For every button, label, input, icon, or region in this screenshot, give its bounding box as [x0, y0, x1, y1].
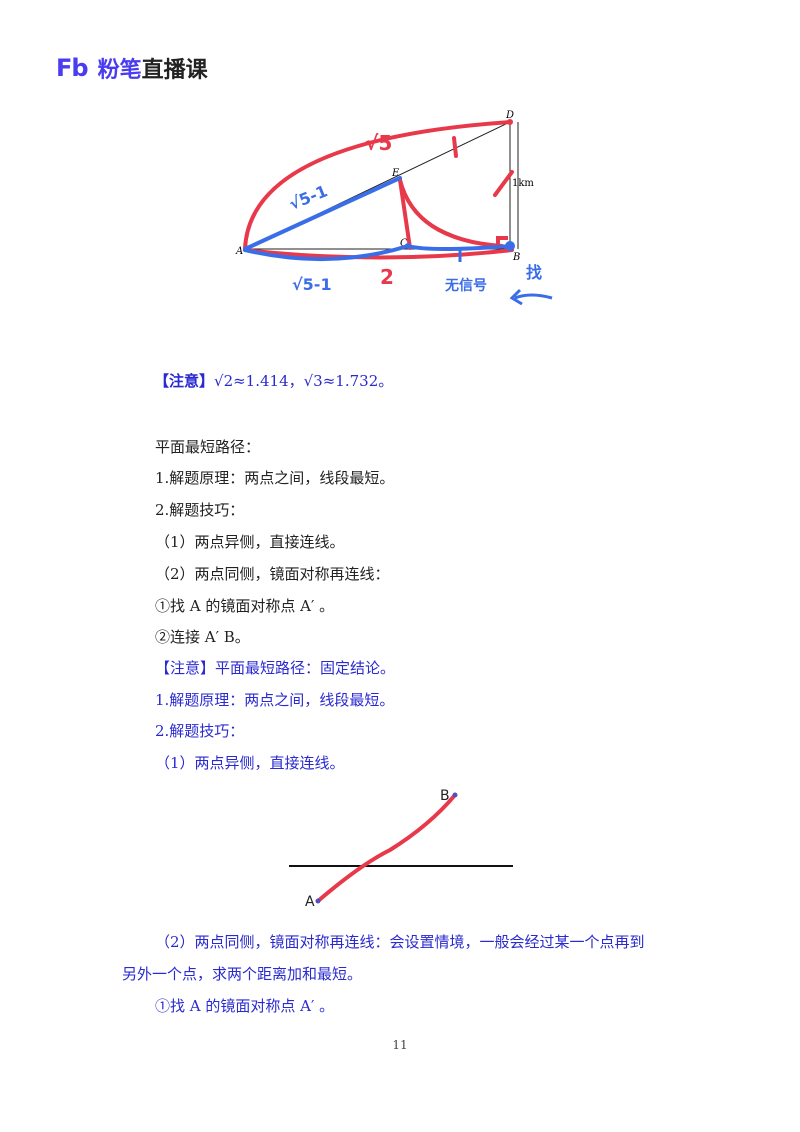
label-1km: 1km [512, 178, 534, 189]
annotation-ac: √5-1 [292, 275, 332, 294]
geometry-figure-abcde: D E C A B 1km √5 2 √5-1 √5-1 无信号 找 [235, 110, 553, 306]
section-item: （1）两点异侧，直接连线。 [155, 533, 345, 551]
annotation-no-signal: 无信号 [444, 277, 487, 294]
brand-logo: Fb 粉笔直播课 [56, 52, 208, 84]
label-b: B [512, 252, 520, 263]
annotation-ae: √5-1 [286, 181, 330, 213]
label-b: B [440, 788, 450, 804]
annotation-sqrt5: √5 [365, 131, 392, 155]
label-c: C [400, 238, 408, 249]
page-number: 11 [392, 1038, 408, 1052]
note-title: 【注意】平面最短路径：固定结论。 [155, 659, 396, 677]
note-item: （1）两点异侧，直接连线。 [155, 754, 345, 772]
section-item: 1.解题原理：两点之间，线段最短。 [155, 469, 395, 487]
section-title: 平面最短路径： [155, 438, 261, 456]
note-item: 1.解题原理：两点之间，线段最短。 [155, 691, 395, 709]
paragraph-line: （2）两点同侧，镜面对称再连线：会设置情境，一般会经过某一个点再到 [155, 933, 645, 951]
annotation-2: 2 [380, 265, 394, 289]
brand-name: 粉笔直播课 [97, 58, 208, 83]
section-item: （2）两点同侧，镜面对称再连线： [155, 565, 390, 583]
annotation-find: 找 [526, 263, 542, 282]
label-d: D [505, 110, 514, 121]
opposite-side-figure: A B [289, 788, 513, 910]
section-item: ②连接 A′ B。 [155, 628, 250, 646]
paragraph-line: ①找 A 的镜面对称点 A′ 。 [155, 997, 335, 1015]
section-item: 2.解题技巧： [155, 501, 245, 519]
label-a: A [305, 894, 315, 910]
note-sqrt-values: 【注意】√2≈1.414，√3≈1.732。 [154, 372, 394, 390]
note-item: 2.解题技巧： [155, 722, 245, 740]
label-e: E [391, 168, 400, 179]
section-item: ①找 A 的镜面对称点 A′ 。 [155, 597, 335, 615]
fb-logo-icon: Fb [56, 54, 89, 82]
paragraph-line: 另外一个点，求两个距离加和最短。 [122, 965, 363, 983]
label-a: A [235, 246, 243, 257]
